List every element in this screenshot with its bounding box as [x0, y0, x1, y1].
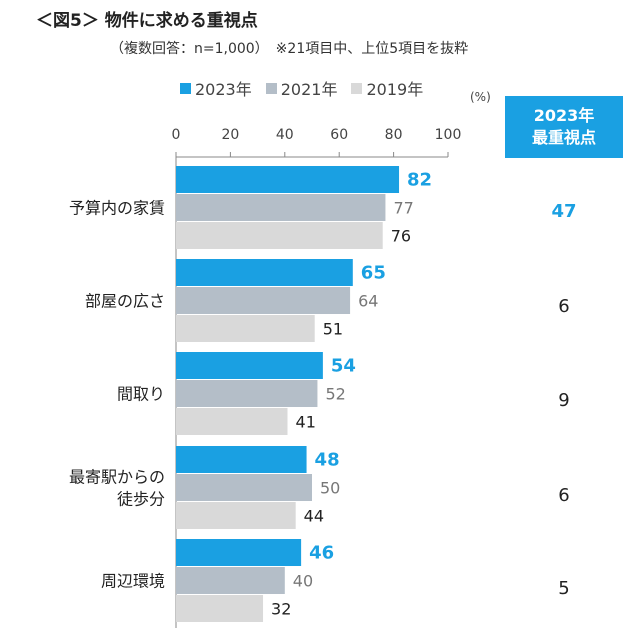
bar: [176, 194, 386, 221]
bar: [176, 446, 307, 473]
chart-title: ＜図5＞ 物件に求める重視点: [36, 11, 258, 31]
bar: [176, 259, 353, 286]
data-label: 50: [320, 479, 340, 498]
chart-subtitle: （複数回答：n=1,000） ※21項目中、上位5項目を抜粋: [110, 41, 469, 57]
bar: [176, 380, 318, 407]
bar: [176, 315, 315, 342]
legend-item-2023: 2023年: [180, 76, 252, 100]
legend-item-2021: 2021年: [265, 76, 338, 100]
bar: [176, 222, 383, 249]
data-label: 48: [315, 450, 340, 471]
category-label: 徒歩分: [117, 490, 165, 509]
top-priority-value: 6: [558, 296, 570, 317]
x-tick-label: 80: [385, 127, 403, 143]
legend-label-2019: 2019年: [366, 80, 424, 99]
x-tick-label: 40: [276, 127, 294, 143]
data-label: 76: [391, 227, 411, 246]
legend-swatch-2021: [265, 82, 277, 94]
data-label: 82: [407, 170, 432, 191]
category-label: 間取り: [117, 385, 165, 404]
bar: [176, 352, 323, 379]
top-priority-header-line2: 最重視点: [531, 128, 596, 147]
top-priority-value: 47: [551, 201, 577, 222]
top-priority-value: 5: [558, 578, 570, 599]
legend-label-2021: 2021年: [280, 80, 338, 99]
top-priority-header-line1: 2023年: [533, 106, 595, 125]
data-label: 54: [331, 356, 356, 377]
top-priority-value: 6: [558, 485, 570, 506]
bar: [176, 287, 351, 314]
bar: [176, 502, 296, 529]
bar: [176, 408, 288, 435]
legend-item-2019: 2019年: [351, 76, 423, 100]
data-label: 41: [296, 413, 316, 432]
data-label: 46: [309, 543, 334, 564]
data-label: 51: [323, 320, 343, 339]
data-label: 40: [293, 572, 313, 591]
legend-swatch-2019: [351, 82, 363, 94]
data-label: 32: [271, 600, 291, 619]
top-priority-header: 2023年 最重視点: [505, 96, 623, 158]
category-label: 部屋の広さ: [85, 292, 165, 311]
bar: [176, 595, 264, 622]
category-label: 予算内の家賃: [69, 199, 165, 218]
x-tick-label: 20: [221, 127, 239, 143]
x-tick-label: 100: [435, 127, 462, 143]
bar: [176, 474, 312, 501]
data-label: 52: [325, 385, 345, 404]
unit-label: (%): [470, 90, 491, 104]
top-priority-value: 9: [558, 390, 570, 411]
legend-swatch-2023: [180, 82, 191, 94]
x-tick-label: 0: [172, 127, 181, 143]
bar: [176, 539, 302, 566]
bar: [176, 567, 285, 594]
data-label: 64: [358, 292, 378, 311]
legend: 2023年 2021年 2019年: [180, 76, 423, 100]
data-label: 65: [361, 263, 386, 284]
x-tick-label: 60: [330, 127, 348, 143]
category-label: 最寄駅からの: [69, 468, 165, 487]
data-label: 44: [304, 507, 324, 526]
category-label: 周辺環境: [101, 572, 165, 591]
data-label: 77: [393, 199, 413, 218]
bar: [176, 166, 400, 193]
legend-label-2023: 2023年: [195, 80, 252, 99]
